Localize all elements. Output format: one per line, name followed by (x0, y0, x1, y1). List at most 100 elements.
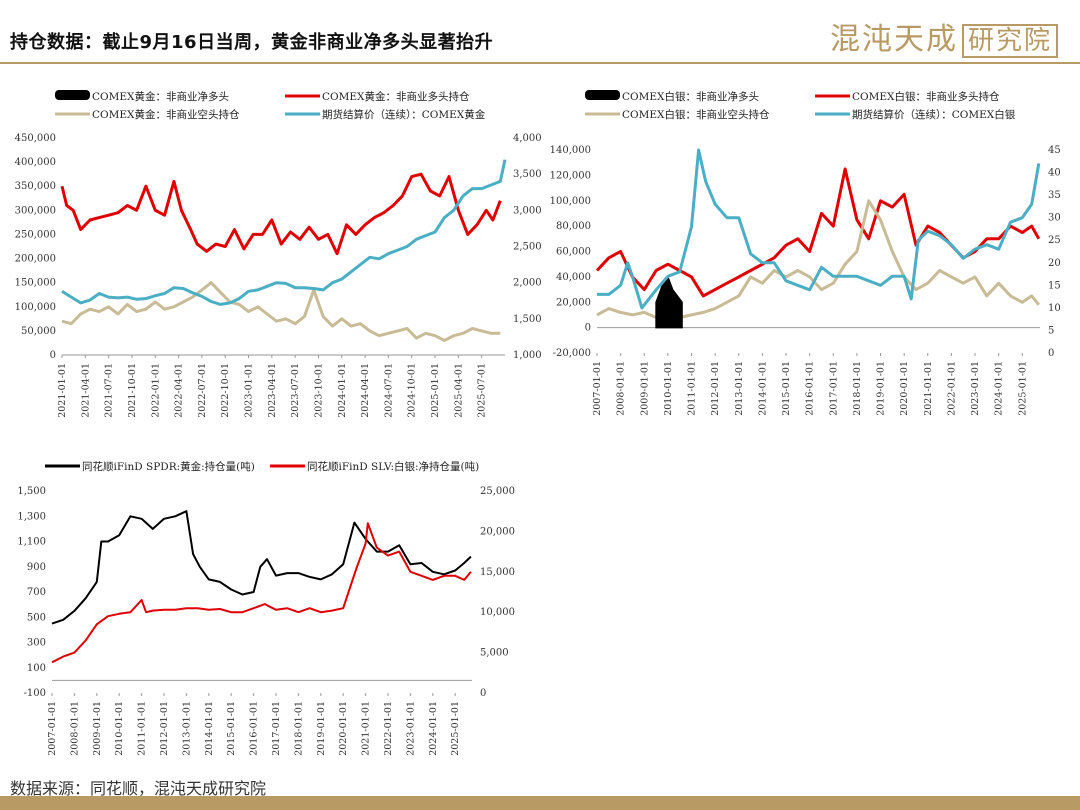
y-left-tick-label: 20,000 (556, 297, 591, 308)
y-left-tick-label: 450,000 (15, 133, 56, 144)
y-right-tick-label: 5,000 (480, 648, 509, 659)
silver-positions-chart: -20,000 0 20,000 40,000 60,000 80,000 100,000 1… (550, 90, 1061, 416)
y-left-tick-label: 1,100 (17, 537, 46, 548)
x-tick-label: 2018-01-01 (293, 701, 304, 756)
y-left-tick-label: 200,000 (15, 254, 56, 265)
y-right-tick-label: 20 (1048, 258, 1061, 269)
x-tick-label: 2021-01-01 (923, 361, 934, 416)
x-tick-label: 2007-01-01 (592, 361, 603, 416)
y-right-tick-label: 45 (1048, 145, 1061, 156)
y-left-tick-label: 350,000 (15, 181, 56, 192)
x-tick-label: 2025-01-01 (1017, 361, 1028, 416)
x-tick-label: 2018-01-01 (852, 361, 863, 416)
y-left-tick-label: 500 (27, 612, 46, 623)
y-right-tick-label: 0 (480, 688, 486, 699)
x-tick-label: 2020-01-01 (338, 701, 349, 756)
x-tick-label: 2019-01-01 (316, 701, 327, 756)
x-tick-label: 2014-01-01 (757, 361, 768, 416)
x-tick-label: 2024-10-01 (407, 363, 418, 418)
footer-bar (0, 796, 1080, 810)
x-tick-label: 2023-01-01 (405, 701, 416, 756)
y-right-tick-label: 15,000 (480, 567, 515, 578)
x-tick-label: 2014-01-01 (204, 701, 215, 756)
series-line (597, 148, 1041, 310)
y-left-tick-label: 0 (50, 350, 56, 361)
y-left-tick-label: 250,000 (15, 229, 56, 240)
x-tick-label: 2013-01-01 (734, 361, 745, 416)
series-line (60, 172, 502, 256)
x-tick-label: 2011-01-01 (687, 361, 698, 416)
x-tick-label: 2025-01-01 (430, 363, 441, 418)
x-tick-label: 2011-01-01 (137, 701, 148, 756)
legend-label: COMEX黄金：非商业空头持仓 (92, 108, 240, 121)
x-tick-label: 2023-04-01 (267, 363, 278, 418)
x-tick-label: 2019-01-01 (876, 361, 887, 416)
y-left-tick-label: 300 (27, 638, 46, 649)
x-tick-label: 2021-01-01 (361, 701, 372, 756)
x-tick-label: 2017-01-01 (828, 361, 839, 416)
brand-boxed: 研究院 (961, 24, 1058, 58)
x-tick-label: 2008-01-01 (616, 361, 627, 416)
y-left-tick-label: 1,300 (17, 511, 46, 522)
legend-label: COMEX白银：非商业空头持仓 (622, 108, 770, 121)
x-tick-label: 2024-07-01 (383, 363, 394, 418)
x-tick-label: 2022-01-01 (150, 363, 161, 418)
x-tick-label: 2024-01-01 (337, 363, 348, 418)
y-right-tick-label: 15 (1048, 280, 1061, 291)
x-tick-label: 2016-01-01 (805, 361, 816, 416)
legend-swatch (55, 90, 90, 100)
y-left-tick-label: 0 (585, 323, 591, 334)
series-line (655, 275, 683, 329)
x-tick-label: 2022-04-01 (174, 363, 185, 418)
legend-swatch (585, 90, 620, 100)
x-tick-label: 2023-10-01 (313, 363, 324, 418)
y-right-tick-label: 1,000 (513, 350, 542, 361)
y-right-tick-label: 1,500 (513, 314, 542, 325)
y-left-tick-label: 400,000 (15, 157, 56, 168)
y-left-tick-label: 100,000 (15, 302, 56, 313)
x-tick-label: 2025-01-01 (450, 701, 461, 756)
y-left-tick-label: 40,000 (556, 272, 591, 283)
header-divider (0, 62, 1080, 64)
x-tick-label: 2022-01-01 (383, 701, 394, 756)
x-tick-label: 2015-01-01 (226, 701, 237, 756)
legend-label: 同花顺iFinD SLV:白银:净持仓量(吨) (307, 460, 479, 473)
x-tick-label: 2023-01-01 (970, 361, 981, 416)
y-left-tick-label: 60,000 (556, 247, 591, 258)
series-line (51, 510, 472, 625)
y-right-tick-label: 0 (1048, 348, 1054, 359)
y-right-tick-label: 10,000 (480, 607, 515, 618)
y-left-tick-label: 140,000 (550, 145, 591, 156)
x-tick-label: 2021-01-01 (57, 363, 68, 418)
x-tick-label: 2021-10-01 (127, 363, 138, 418)
y-left-tick-label: 100,000 (550, 196, 591, 207)
x-tick-label: 2016-01-01 (249, 701, 260, 756)
y-right-tick-label: 4,000 (513, 133, 542, 144)
x-tick-label: 2010-01-01 (663, 361, 674, 416)
x-tick-label: 2024-01-01 (994, 361, 1005, 416)
y-right-tick-label: 20,000 (480, 526, 515, 537)
x-tick-label: 2023-07-01 (290, 363, 301, 418)
y-right-tick-label: 30 (1048, 213, 1061, 224)
legend-label: 同花顺iFinD SPDR:黄金:持仓量(吨) (82, 460, 255, 473)
brand-main: 混沌天成 (829, 22, 958, 57)
page-title: 持仓数据：截止9月16日当周，黄金非商业净多头显著抬升 (10, 32, 494, 53)
series-line (51, 522, 472, 664)
x-tick-label: 2024-04-01 (360, 363, 371, 418)
x-tick-label: 2021-07-01 (104, 363, 115, 418)
y-left-tick-label: 100 (27, 663, 46, 674)
y-right-tick-label: 25,000 (480, 486, 515, 497)
y-right-tick-label: 5 (1048, 325, 1054, 336)
x-tick-label: 2012-01-01 (710, 361, 721, 416)
y-right-tick-label: 2,500 (513, 242, 542, 253)
y-right-tick-label: 3,500 (513, 169, 542, 180)
x-tick-label: 2009-01-01 (639, 361, 650, 416)
x-tick-label: 2025-07-01 (477, 363, 488, 418)
y-left-tick-label: 900 (27, 562, 46, 573)
x-tick-label: 2022-10-01 (220, 363, 231, 418)
x-tick-label: 2025-04-01 (453, 363, 464, 418)
legend-label: 期货结算价（连续）：COMEX白银 (852, 108, 1016, 121)
x-tick-label: 2022-01-01 (946, 361, 957, 416)
x-tick-label: 2017-01-01 (271, 701, 282, 756)
x-tick-label: 2024-01-01 (428, 701, 439, 756)
